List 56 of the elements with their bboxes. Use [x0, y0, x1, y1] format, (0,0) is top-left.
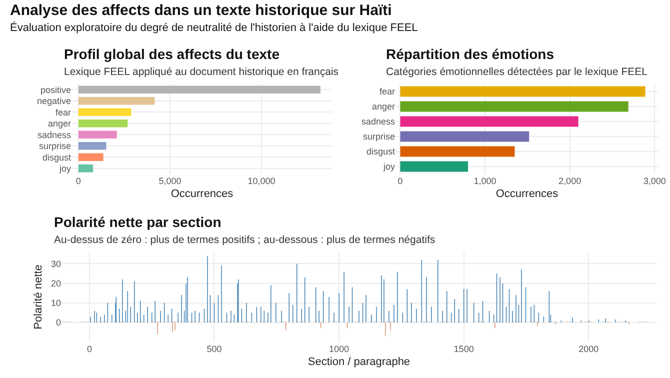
- x-tick-label: 2,000: [558, 176, 582, 186]
- x-tick-label: 1000: [329, 344, 350, 354]
- chart-title: Profil global des affects du texte: [64, 46, 280, 62]
- chart-subtitle: Au-dessus de zéro : plus de termes positifs ; au-dessous : plus de termes négatifs: [54, 234, 436, 246]
- x-tick-label: 0: [398, 176, 403, 186]
- bar: [78, 86, 320, 94]
- bar: [78, 96, 155, 105]
- bar: [400, 146, 515, 157]
- x-tick-label: 0: [86, 344, 92, 354]
- bar: [78, 119, 128, 128]
- y-tick-label: 20: [50, 278, 61, 288]
- x-tick-label: 5,000: [158, 176, 182, 186]
- y-tick-label: surprise: [362, 132, 395, 142]
- chart-subtitle: Catégories émotionnelles détectées par le lexique FEEL: [386, 66, 648, 78]
- bar: [400, 116, 578, 127]
- y-tick-label: negative: [36, 96, 71, 106]
- y-tick-label: fear: [55, 107, 71, 118]
- bar: [400, 131, 530, 142]
- bar: [78, 164, 94, 172]
- x-axis-title: Section / paragraphe: [308, 356, 410, 368]
- y-tick-label: anger: [372, 102, 395, 112]
- bar: [78, 108, 132, 116]
- x-tick-label: 500: [206, 344, 222, 354]
- x-tick-label: 2000: [578, 344, 599, 354]
- x-tick-label: 0: [76, 176, 81, 186]
- text: Évaluation exploratoire du degré de neutralité de l'historien à l'aide du lexique FEEL: [10, 22, 418, 34]
- y-tick-label: sadness: [361, 116, 396, 127]
- y-tick-label: disgust: [42, 152, 72, 162]
- y-tick-label: 10: [50, 298, 61, 308]
- bar: [78, 142, 106, 150]
- bar: [400, 101, 628, 112]
- x-tick-label: 3,000: [643, 176, 666, 186]
- y-tick-label: 0: [56, 318, 61, 328]
- chart-title: Polarité nette par section: [54, 214, 222, 230]
- bar: [78, 130, 117, 139]
- bar: [400, 161, 468, 172]
- x-axis-title: Occurrences: [496, 188, 559, 200]
- y-tick-label: surprise: [38, 141, 71, 152]
- y-tick-label: sadness: [37, 130, 72, 140]
- bar: [400, 86, 646, 97]
- y-tick-label: joy: [382, 162, 396, 172]
- y-tick-label: fear: [379, 86, 395, 97]
- x-tick-label: 1500: [454, 344, 474, 354]
- y-tick-label: positive: [40, 84, 71, 95]
- x-tick-label: 10,000: [248, 176, 276, 186]
- y-tick-label: 30: [50, 258, 61, 269]
- x-axis-title: Occurrences: [170, 188, 234, 200]
- chart-title: Répartition des émotions: [386, 46, 554, 62]
- bar: [78, 153, 104, 162]
- text: Analyse des affects dans un texte historique sur Haïti: [10, 2, 392, 19]
- y-tick-label: joy: [58, 164, 72, 174]
- chart-subtitle: Lexique FEEL appliqué au document historique en français: [64, 66, 339, 78]
- x-tick-label: 1,000: [474, 176, 496, 186]
- y-tick-label: disgust: [366, 146, 396, 157]
- y-tick-label: anger: [48, 118, 71, 129]
- y-axis-title: Polarité nette: [32, 264, 45, 330]
